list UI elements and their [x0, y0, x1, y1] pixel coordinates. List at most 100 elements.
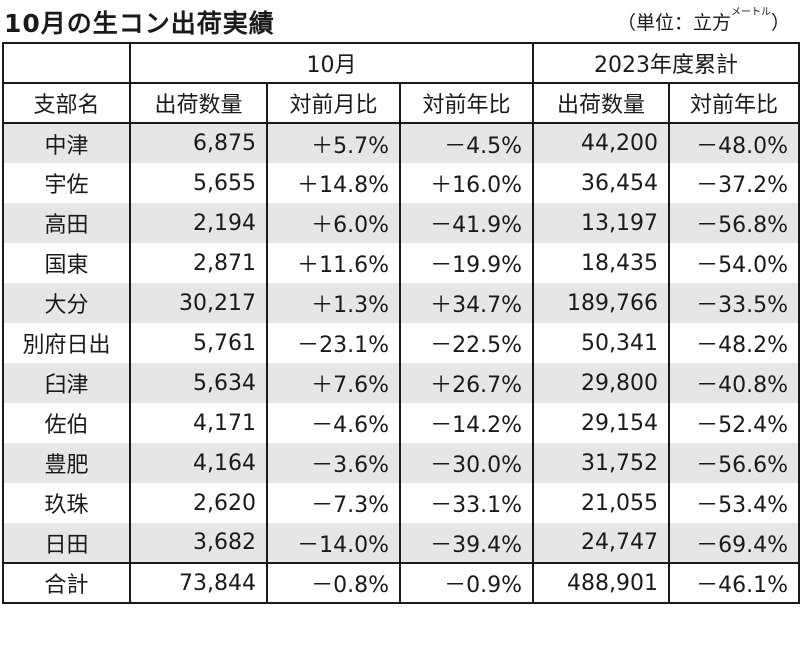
cell-month-mom: ＋1.3% [266, 283, 401, 323]
cell-branch: 玖珠 [2, 483, 131, 523]
cell-ytd-yoy: －54.0% [668, 243, 800, 283]
cell-month-mom: －7.3% [266, 483, 401, 523]
table-row: 国東 2,871 ＋11.6% －19.9% 18,435 －54.0% [2, 243, 800, 283]
group-header-ytd: 2023年度累計 [532, 42, 800, 84]
cell-month-qty: 2,871 [129, 243, 268, 283]
cell-branch: 高田 [2, 203, 131, 243]
cell-ytd-yoy: －48.2% [668, 323, 800, 363]
cell-ytd-qty: 29,154 [532, 403, 670, 443]
cell-ytd-yoy: －33.5% [668, 283, 800, 323]
cell-ytd-qty: 24,747 [532, 523, 670, 564]
cell-ytd-yoy: －40.8% [668, 363, 800, 403]
cell-month-qty: 5,761 [129, 323, 268, 363]
column-header-row: 支部名 出荷数量 対前月比 対前年比 出荷数量 対前年比 [2, 82, 800, 124]
cell-month-yoy: －33.1% [399, 483, 534, 523]
cell-total-ytd-qty: 488,901 [532, 562, 670, 604]
cell-month-mom: －3.6% [266, 443, 401, 483]
unit-suffix: ） [770, 12, 790, 34]
col-header-month-mom: 対前月比 [266, 82, 401, 124]
cell-ytd-qty: 44,200 [532, 123, 670, 163]
col-header-branch: 支部名 [2, 82, 131, 124]
cell-month-mom: －14.0% [266, 523, 401, 564]
group-header-row: 10月 2023年度累計 [2, 42, 800, 84]
cell-branch: 臼津 [2, 363, 131, 403]
cell-total-label: 合計 [2, 562, 131, 604]
table-row: 豊肥 4,164 －3.6% －30.0% 31,752 －56.6% [2, 443, 800, 483]
cell-ytd-yoy: －56.6% [668, 443, 800, 483]
cell-total-yoy: －0.9% [399, 562, 534, 604]
cell-month-yoy: －22.5% [399, 323, 534, 363]
cell-branch: 日田 [2, 523, 131, 564]
cell-ytd-yoy: －56.8% [668, 203, 800, 243]
cell-month-yoy: ＋34.7% [399, 283, 534, 323]
cell-branch: 宇佐 [2, 163, 131, 203]
cell-month-qty: 4,164 [129, 443, 268, 483]
cell-total-ytd-yoy: －46.1% [668, 562, 800, 604]
cell-ytd-qty: 18,435 [532, 243, 670, 283]
table-row: 高田 2,194 ＋6.0% －41.9% 13,197 －56.8% [2, 203, 800, 243]
cell-branch: 国東 [2, 243, 131, 283]
unit-prefix: （単位：立方 [616, 12, 731, 34]
shipment-table: 10月 2023年度累計 支部名 出荷数量 対前月比 対前年比 出荷数量 対前年… [2, 42, 800, 604]
cell-month-yoy: －14.2% [399, 403, 534, 443]
cell-ytd-qty: 29,800 [532, 363, 670, 403]
cell-ytd-yoy: －53.4% [668, 483, 800, 523]
cell-total-mom: －0.8% [266, 562, 401, 604]
cell-month-yoy: －41.9% [399, 203, 534, 243]
cell-ytd-qty: 36,454 [532, 163, 670, 203]
total-row: 合計 73,844 －0.8% －0.9% 488,901 －46.1% [2, 562, 800, 604]
cell-month-yoy: －30.0% [399, 443, 534, 483]
cell-month-qty: 2,620 [129, 483, 268, 523]
cell-month-yoy: －4.5% [399, 123, 534, 163]
table-row: 日田 3,682 －14.0% －39.4% 24,747 －69.4% [2, 523, 800, 564]
table-row: 玖珠 2,620 －7.3% －33.1% 21,055 －53.4% [2, 483, 800, 523]
col-header-month-qty: 出荷数量 [129, 82, 268, 124]
table-row: 宇佐 5,655 ＋14.8% ＋16.0% 36,454 －37.2% [2, 163, 800, 203]
cell-branch: 中津 [2, 123, 131, 163]
table-row: 別府日出 5,761 －23.1% －22.5% 50,341 －48.2% [2, 323, 800, 363]
col-header-ytd-yoy: 対前年比 [668, 82, 800, 124]
cell-ytd-yoy: －52.4% [668, 403, 800, 443]
cell-branch: 大分 [2, 283, 131, 323]
cell-ytd-qty: 21,055 [532, 483, 670, 523]
cell-ytd-qty: 13,197 [532, 203, 670, 243]
cell-month-qty: 6,875 [129, 123, 268, 163]
cell-ytd-yoy: －69.4% [668, 523, 800, 564]
col-header-ytd-qty: 出荷数量 [532, 82, 670, 124]
cell-branch: 豊肥 [2, 443, 131, 483]
cell-month-qty: 4,171 [129, 403, 268, 443]
cell-ytd-yoy: －48.0% [668, 123, 800, 163]
cell-month-mom: ＋14.8% [266, 163, 401, 203]
table-row: 佐伯 4,171 －4.6% －14.2% 29,154 －52.4% [2, 403, 800, 443]
cell-ytd-qty: 31,752 [532, 443, 670, 483]
table-row: 大分 30,217 ＋1.3% ＋34.7% 189,766 －33.5% [2, 283, 800, 323]
page-title: 10月の生コン出荷実績 [4, 9, 275, 38]
table-row: 中津 6,875 ＋5.7% －4.5% 44,200 －48.0% [2, 123, 800, 163]
group-header-month: 10月 [129, 42, 534, 84]
cell-total-qty: 73,844 [129, 562, 268, 604]
cell-ytd-yoy: －37.2% [668, 163, 800, 203]
cell-ytd-qty: 189,766 [532, 283, 670, 323]
cell-month-mom: －4.6% [266, 403, 401, 443]
cell-month-mom: ＋7.6% [266, 363, 401, 403]
cell-month-qty: 5,655 [129, 163, 268, 203]
cell-month-qty: 3,682 [129, 523, 268, 564]
cell-month-yoy: －39.4% [399, 523, 534, 564]
col-header-month-yoy: 対前年比 [399, 82, 534, 124]
unit-note: （単位：立方メートル） [617, 8, 790, 35]
cell-month-mom: ＋6.0% [266, 203, 401, 243]
cell-month-qty: 2,194 [129, 203, 268, 243]
cell-month-yoy: ＋26.7% [399, 363, 534, 403]
cell-ytd-qty: 50,341 [532, 323, 670, 363]
table-row: 臼津 5,634 ＋7.6% ＋26.7% 29,800 －40.8% [2, 363, 800, 403]
cell-month-mom: －23.1% [266, 323, 401, 363]
cell-branch: 佐伯 [2, 403, 131, 443]
cell-month-yoy: ＋16.0% [399, 163, 534, 203]
cell-branch: 別府日出 [2, 323, 131, 363]
cell-month-yoy: －19.9% [399, 243, 534, 283]
header-corner [2, 42, 131, 84]
cell-month-mom: ＋11.6% [266, 243, 401, 283]
cell-month-qty: 5,634 [129, 363, 268, 403]
unit-small: メートル [730, 7, 771, 18]
cell-month-mom: ＋5.7% [266, 123, 401, 163]
